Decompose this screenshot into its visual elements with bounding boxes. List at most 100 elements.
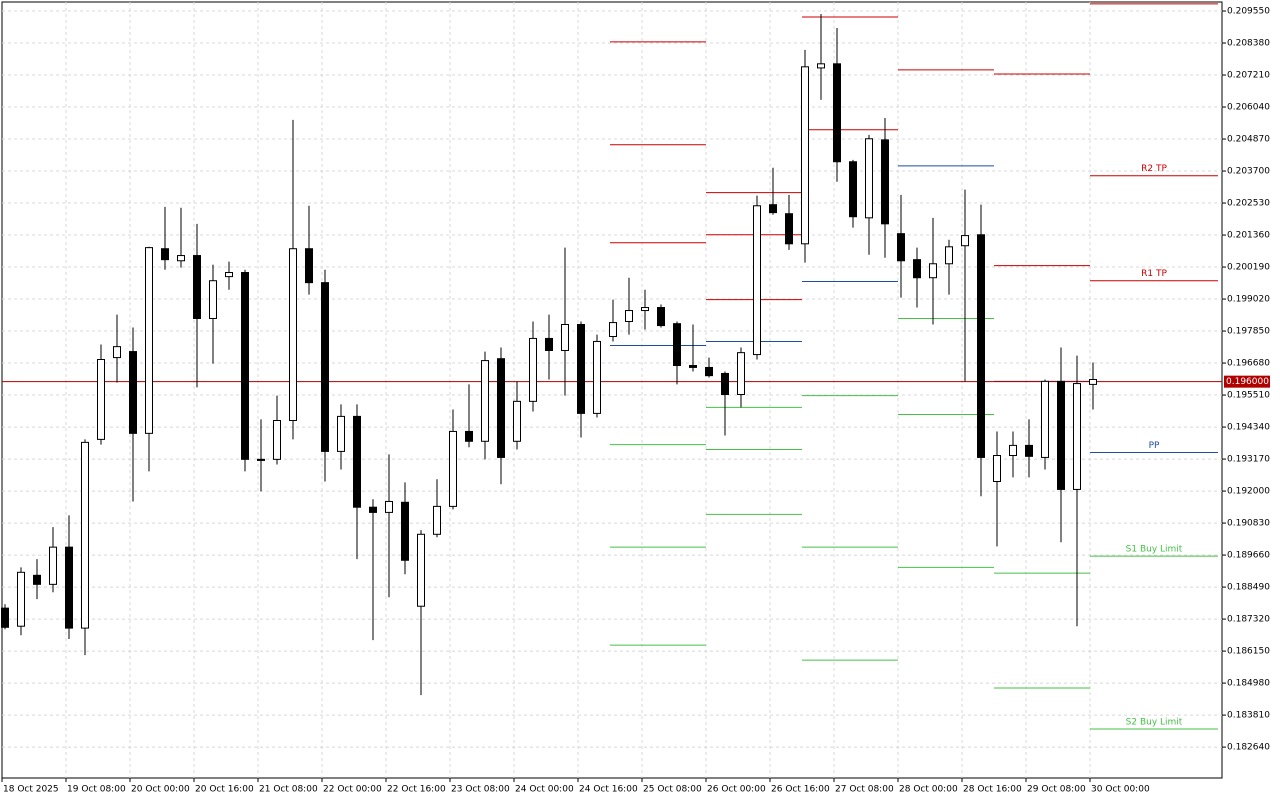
candle-body	[17, 571, 25, 627]
level-label: R1 TP	[1141, 269, 1167, 279]
candle-body	[833, 63, 841, 163]
candle-body	[865, 138, 873, 219]
candle-body	[289, 248, 297, 421]
candle-body	[177, 255, 185, 262]
candle-body	[817, 63, 825, 69]
x-tick-label: 25 Oct 08:00	[643, 785, 702, 795]
x-tick-label: 20 Oct 00:00	[131, 785, 190, 795]
x-tick-label: 27 Oct 08:00	[835, 785, 894, 795]
grid	[2, 2, 1222, 778]
y-tick-label: 0.186150	[1227, 647, 1270, 657]
y-tick-label: 0.187320	[1227, 615, 1270, 625]
candle-body	[433, 505, 441, 535]
candle-body	[33, 574, 41, 585]
candle-body	[385, 500, 393, 513]
candle-body	[225, 272, 233, 278]
candle-body	[913, 259, 921, 279]
y-tick-label: 0.201360	[1227, 231, 1270, 241]
candle-body	[481, 360, 489, 442]
x-tick-label: 19 Oct 08:00	[67, 785, 126, 795]
y-tick-label: 0.184980	[1227, 679, 1270, 689]
y-tick-label: 0.189660	[1227, 551, 1270, 561]
candle-body	[49, 546, 57, 585]
y-tick-label: 0.182640	[1227, 743, 1270, 753]
candle-body	[497, 358, 505, 458]
x-tick-label: 29 Oct 08:00	[1027, 785, 1086, 795]
candle-body	[337, 415, 345, 452]
candle-body	[1009, 444, 1017, 457]
current-price-label: 0.196000	[1226, 377, 1269, 387]
candle-body	[1, 607, 9, 628]
candle-body	[129, 351, 137, 434]
level-label: S1 Buy Limit	[1126, 545, 1183, 555]
y-tick-label: 0.209550	[1227, 7, 1270, 17]
candle-body	[561, 323, 569, 351]
y-tick-label: 0.183810	[1227, 711, 1270, 721]
candle-body	[417, 533, 425, 607]
candle-body	[513, 400, 521, 442]
candle-body	[1073, 383, 1081, 490]
candle-body	[945, 246, 953, 265]
candle-body	[81, 441, 89, 629]
x-tick-label: 21 Oct 08:00	[259, 785, 318, 795]
plot-frame	[1, 1, 1223, 779]
candle-body	[1025, 444, 1033, 457]
x-tick-label: 22 Oct 16:00	[387, 785, 446, 795]
candle-body	[673, 323, 681, 367]
candle-body	[849, 161, 857, 218]
candle-body	[993, 455, 1001, 482]
candle-body	[961, 235, 969, 247]
y-tick-label: 0.193170	[1227, 455, 1270, 465]
candle-body	[97, 359, 105, 440]
candle-body	[753, 205, 761, 356]
y-tick-label: 0.203700	[1227, 167, 1270, 177]
candle-body	[721, 372, 729, 396]
candle-body	[929, 263, 937, 279]
y-tick-label: 0.192000	[1227, 487, 1270, 497]
candle-body	[881, 139, 889, 225]
candle-body	[321, 282, 329, 452]
x-tick-label: 28 Oct 00:00	[899, 785, 958, 795]
candle-body	[273, 419, 281, 460]
y-tick-label: 0.195510	[1227, 391, 1270, 401]
candle-body	[977, 234, 985, 458]
candle-body	[801, 66, 809, 245]
candle-body	[657, 307, 665, 327]
y-tick-label: 0.207210	[1227, 71, 1270, 81]
x-tick-label: 28 Oct 16:00	[963, 785, 1022, 795]
y-tick-label: 0.202530	[1227, 199, 1270, 209]
level-label: S2 Buy Limit	[1126, 718, 1183, 728]
candle-body	[897, 233, 905, 262]
y-tick-label: 0.197850	[1227, 327, 1270, 337]
candle-body	[1041, 380, 1049, 458]
y-tick-label: 0.190830	[1227, 519, 1270, 529]
y-tick-label: 0.188490	[1227, 583, 1270, 593]
x-tick-label: 24 Oct 16:00	[579, 785, 638, 795]
candle-body	[1057, 380, 1065, 490]
candle-body	[1089, 378, 1097, 385]
y-tick-label: 0.199020	[1227, 295, 1270, 305]
candle-body	[641, 307, 649, 312]
x-tick-label: 20 Oct 16:00	[195, 785, 254, 795]
level-label: R2 TP	[1141, 164, 1167, 174]
candle-body	[737, 352, 745, 396]
candle-body	[593, 340, 601, 414]
x-tick-label: 26 Oct 16:00	[771, 785, 830, 795]
candle-body	[193, 255, 201, 319]
candle-body	[241, 272, 249, 460]
candle-body	[209, 280, 217, 319]
level-label: PP	[1149, 441, 1160, 451]
candle-body	[577, 323, 585, 414]
x-tick-label: 22 Oct 00:00	[323, 785, 382, 795]
candle-body	[369, 506, 377, 513]
x-tick-label: 30 Oct 00:00	[1091, 785, 1150, 795]
candle-body	[545, 337, 553, 351]
candle-body	[705, 366, 713, 377]
candle-body	[257, 458, 265, 461]
candle-body	[353, 415, 361, 508]
candle-body	[529, 337, 537, 402]
candle-body	[449, 430, 457, 507]
x-tick-label: 23 Oct 08:00	[451, 785, 510, 795]
